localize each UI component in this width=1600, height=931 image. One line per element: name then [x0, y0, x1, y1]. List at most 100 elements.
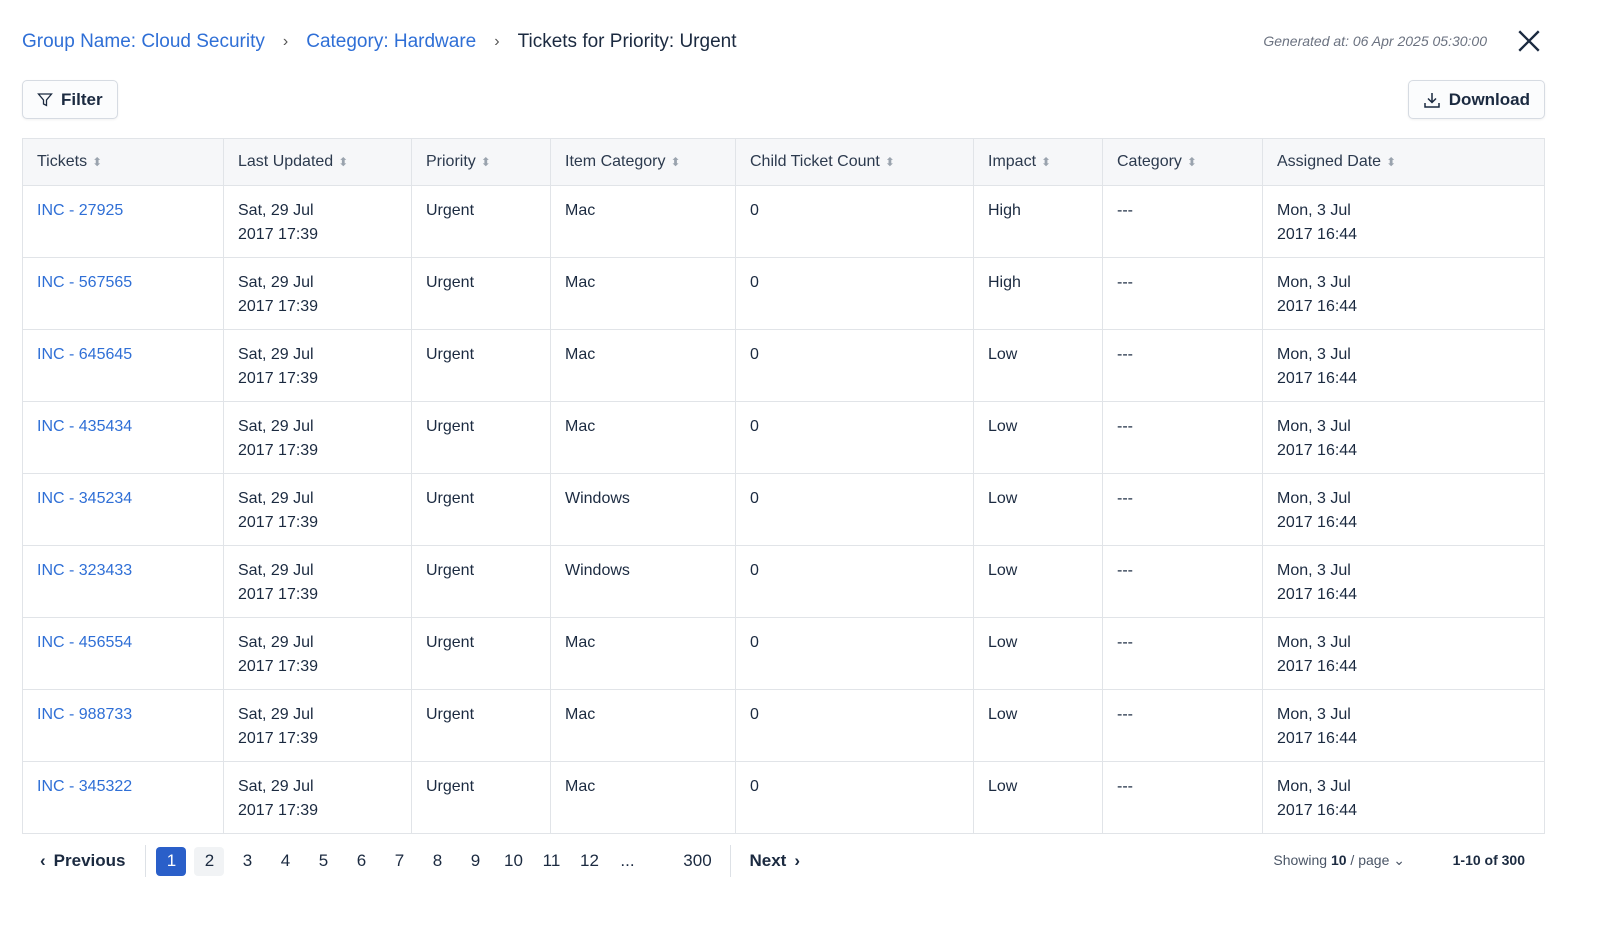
table-cell: ---	[1102, 329, 1263, 402]
ticket-link[interactable]: INC - 567565	[22, 257, 224, 330]
table-cell: Mac	[550, 185, 736, 258]
column-header[interactable]: Priority ⬍	[411, 138, 551, 186]
table-cell: Mon, 3 Jul 2017 16:44	[1262, 545, 1545, 618]
table-cell: ---	[1102, 401, 1263, 474]
page-button[interactable]: 11	[542, 851, 561, 870]
table-cell: Sat, 29 Jul 2017 17:39	[223, 257, 412, 330]
ticket-link[interactable]: INC - 27925	[22, 185, 224, 258]
chevron-right-icon: ›	[794, 851, 801, 870]
table-row: INC - 345322 Sat, 29 Jul 2017 17:39 Urgent…	[22, 761, 1545, 834]
sort-icon[interactable]: ⬍	[480, 155, 491, 169]
download-button[interactable]: Download	[1407, 80, 1545, 119]
table-cell: Mac	[550, 761, 736, 834]
table-cell: Low	[973, 401, 1103, 474]
column-label: Assigned Date	[1277, 153, 1382, 170]
sort-icon[interactable]: ⬍	[1186, 155, 1197, 169]
table-cell: Low	[973, 473, 1103, 546]
table-cell: Mac	[550, 401, 736, 474]
table-cell: Mac	[550, 257, 736, 330]
column-label: Tickets	[37, 153, 88, 170]
previous-button[interactable]: ‹ Previous	[40, 851, 125, 871]
breadcrumb-group[interactable]: Group Name: Cloud Security	[22, 31, 265, 52]
ticket-link[interactable]: INC - 323433	[22, 545, 224, 618]
sort-icon[interactable]: ⬍	[1041, 155, 1052, 169]
table-cell: 0	[735, 545, 974, 618]
table-cell: 0	[735, 401, 974, 474]
table-cell: Urgent	[411, 545, 551, 618]
showing-suffix: / page	[1346, 852, 1390, 868]
column-header[interactable]: Assigned Date ⬍	[1262, 138, 1545, 186]
page-button[interactable]: 8	[432, 851, 443, 870]
page-button[interactable]: 12	[580, 851, 599, 870]
sort-icon[interactable]: ⬍	[92, 155, 103, 169]
breadcrumb: Group Name: Cloud Security › Category: H…	[22, 28, 1545, 56]
ticket-link[interactable]: INC - 988733	[22, 689, 224, 762]
table-cell: Urgent	[411, 329, 551, 402]
sort-icon[interactable]: ⬍	[670, 155, 681, 169]
column-header[interactable]: Child Ticket Count ⬍	[735, 138, 974, 186]
table-cell: Low	[973, 329, 1103, 402]
ticket-link[interactable]: INC - 435434	[22, 401, 224, 474]
column-header[interactable]: Item Category ⬍	[550, 138, 736, 186]
filter-button[interactable]: Filter	[22, 80, 118, 119]
chevron-right-icon: ›	[282, 33, 289, 50]
next-button[interactable]: Next ›	[749, 851, 800, 871]
table-cell: Sat, 29 Jul 2017 17:39	[223, 473, 412, 546]
sort-icon[interactable]: ⬍	[1386, 155, 1397, 169]
generated-at: Generated at: 06 Apr 2025 05:30:00	[1263, 33, 1487, 49]
download-icon	[1424, 92, 1440, 108]
showing-prefix: Showing	[1273, 852, 1331, 868]
filter-icon	[37, 92, 53, 107]
table-cell: Mon, 3 Jul 2017 16:44	[1262, 257, 1545, 330]
sort-icon[interactable]: ⬍	[338, 155, 349, 169]
page-button[interactable]: 2	[194, 846, 225, 876]
tickets-table: Tickets ⬍ Last Updated ⬍ Priority ⬍ Item Categ…	[22, 138, 1545, 834]
divider	[730, 845, 732, 877]
ticket-link[interactable]: INC - 345234	[22, 473, 224, 546]
column-header[interactable]: Impact ⬍	[973, 138, 1103, 186]
pagination: ‹ Previous 1 2 3 4 5 6 7 8 9 10 11 12... 300 Next ›	[40, 845, 800, 877]
page-button[interactable]: 10	[504, 851, 523, 870]
column-header[interactable]: Category ⬍	[1102, 138, 1263, 186]
column-header[interactable]: Tickets ⬍	[22, 138, 224, 186]
page-size-select[interactable]: Showing 10 / page ⌄	[1273, 852, 1405, 869]
table-cell: Low	[973, 761, 1103, 834]
table-cell: Urgent	[411, 617, 551, 690]
table-cell: 0	[735, 473, 974, 546]
page-button[interactable]: 6	[356, 851, 367, 870]
previous-label: Previous	[53, 851, 126, 870]
page-button[interactable]: 3	[242, 851, 253, 870]
table-cell: Sat, 29 Jul 2017 17:39	[223, 545, 412, 618]
ticket-link[interactable]: INC - 456554	[22, 617, 224, 690]
table-cell: High	[973, 257, 1103, 330]
table-cell: ---	[1102, 473, 1263, 546]
table-row: INC - 435434 Sat, 29 Jul 2017 17:39 Urgent…	[22, 401, 1545, 474]
page-button[interactable]: 7	[394, 851, 405, 870]
column-label: Category	[1117, 153, 1182, 170]
table-cell: Sat, 29 Jul 2017 17:39	[223, 185, 412, 258]
table-cell: 0	[735, 185, 974, 258]
close-icon[interactable]	[1516, 28, 1542, 54]
chevron-down-icon: ⌄	[1393, 852, 1405, 868]
table-cell: Urgent	[411, 761, 551, 834]
download-label: Download	[1448, 89, 1530, 109]
page-button[interactable]: 300	[683, 851, 712, 870]
table-cell: ---	[1102, 689, 1263, 762]
sort-icon[interactable]: ⬍	[884, 155, 895, 169]
breadcrumb-category[interactable]: Category: Hardware	[306, 31, 477, 52]
column-label: Item Category	[565, 153, 666, 170]
page-button[interactable]: 9	[470, 851, 481, 870]
page-button[interactable]: 1	[156, 846, 187, 876]
table-cell: Mon, 3 Jul 2017 16:44	[1262, 689, 1545, 762]
page-button[interactable]: 5	[318, 851, 329, 870]
page-button[interactable]: 4	[280, 851, 291, 870]
column-header[interactable]: Last Updated ⬍	[223, 138, 412, 186]
result-range: 1-10 of 300	[1452, 852, 1525, 868]
table-cell: Mon, 3 Jul 2017 16:44	[1262, 473, 1545, 546]
table-cell: Sat, 29 Jul 2017 17:39	[223, 761, 412, 834]
ticket-link[interactable]: INC - 345322	[22, 761, 224, 834]
table-row: INC - 345234 Sat, 29 Jul 2017 17:39 Urgent…	[22, 473, 1545, 546]
table-cell: Urgent	[411, 401, 551, 474]
pagination-ellipsis: ...	[620, 851, 635, 870]
ticket-link[interactable]: INC - 645645	[22, 329, 224, 402]
